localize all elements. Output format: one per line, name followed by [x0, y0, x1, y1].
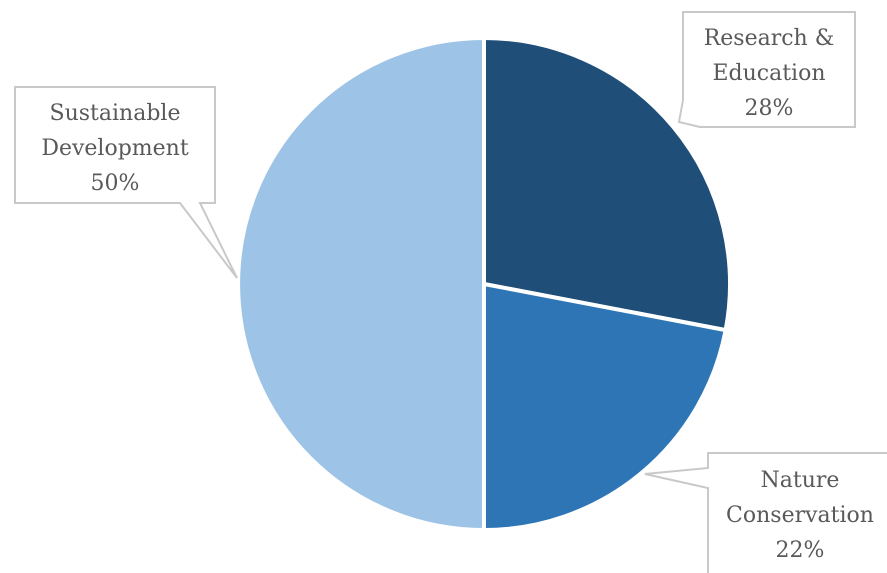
label-research-education-line1: Research &	[704, 26, 835, 51]
label-research-education-value: 28%	[745, 96, 794, 121]
label-sustainable-development-line2: Development	[41, 136, 189, 161]
slice-sustainable-development	[236, 36, 486, 532]
slice-nature-conservation	[482, 282, 728, 532]
pie-slices	[236, 36, 732, 532]
label-sustainable-development-value: 50%	[91, 171, 140, 196]
callout-nature-conservation: Nature Conservation 22%	[644, 452, 887, 573]
slice-research-education	[482, 36, 732, 333]
callout-sustainable-development: Sustainable Development 50%	[14, 86, 238, 279]
label-nature-conservation-line1: Nature	[761, 468, 840, 493]
label-nature-conservation-line2: Conservation	[726, 503, 874, 528]
callout-research-education: Research & Education 28%	[677, 11, 856, 128]
label-nature-conservation-value: 22%	[776, 538, 825, 563]
label-sustainable-development-line1: Sustainable	[50, 101, 181, 126]
label-research-education-line2: Education	[712, 61, 825, 86]
